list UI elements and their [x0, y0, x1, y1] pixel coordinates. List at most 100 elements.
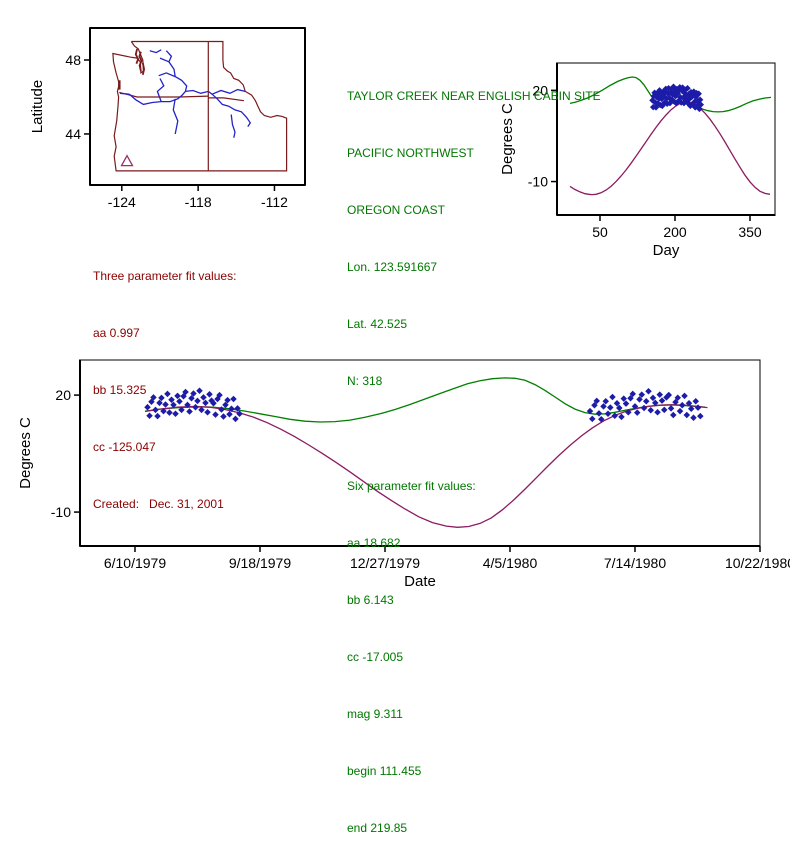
six-param-mag: mag 9.311 — [347, 707, 403, 721]
observations-1979-point — [184, 401, 191, 409]
x-tick-label: 4/5/1980 — [483, 555, 538, 571]
observations-1980-point — [697, 412, 704, 420]
observations-1979-point — [152, 406, 159, 414]
observations-1980-point — [633, 409, 641, 416]
y-tick-label: 48 — [65, 52, 81, 68]
observations-1980-point — [611, 412, 619, 419]
site-region: PACIFIC NORTHWEST — [347, 146, 474, 160]
observations-1980-point — [656, 391, 664, 398]
observations-1980-point — [690, 414, 697, 421]
skagit-river — [149, 49, 162, 54]
observations-1980-point — [609, 393, 616, 401]
site-latitude: Lat. 42.525 — [347, 317, 408, 331]
divide-border-stub — [208, 97, 244, 102]
observations-1979-point — [212, 411, 219, 418]
observations-1980-point — [681, 392, 688, 400]
yakima-river — [156, 78, 165, 102]
three-param-aa: aa 0.997 — [93, 326, 140, 340]
observations-1980-point — [674, 394, 682, 402]
six-parameter-fit — [144, 377, 706, 423]
observations-1980-point — [647, 407, 655, 414]
wenatchee-branch — [158, 72, 176, 78]
y-tick-label: 20 — [55, 387, 71, 403]
location-map-figure: -124 -118 -112 48 44 Latitude — [29, 27, 306, 210]
puget-sound-1 — [138, 51, 143, 72]
y-tick-label: -10 — [528, 174, 548, 190]
observations-1979-point — [168, 396, 175, 404]
columbia-lower — [119, 90, 186, 106]
observations-1979-point — [236, 410, 243, 418]
observations-1979-point — [150, 394, 157, 401]
x-tick-label: 9/18/1979 — [229, 555, 291, 571]
site-n-count: N: 318 — [347, 374, 383, 388]
six-param-end: end 219.85 — [347, 821, 408, 835]
x-tick-label: -124 — [108, 194, 136, 210]
observations-1979-point — [198, 406, 205, 414]
observations-1980-point — [607, 404, 614, 411]
y-axis-label: Degrees C — [17, 417, 34, 489]
observations-1980-point — [640, 404, 648, 412]
site-info-block: TAYLOR CREEK NEAR ENGLISH CABIN SITE PAC… — [347, 49, 601, 857]
y-tick-label: -10 — [51, 504, 71, 520]
observations-1979-point — [162, 401, 169, 408]
observations-1980-point — [692, 398, 699, 405]
site-area: OREGON COAST — [347, 203, 446, 217]
created-date: Created: Dec. 31, 2001 — [93, 497, 224, 511]
three-param-block: Three parameter fit values: aa 0.997 bb … — [93, 229, 236, 533]
x-axis-label: Day — [653, 242, 680, 259]
observations-1979-point — [210, 400, 217, 407]
observations-1980-point — [618, 413, 625, 421]
observations-1980-point — [642, 398, 650, 405]
three-parameter-fit — [144, 404, 708, 528]
x-tick-label: 200 — [663, 224, 687, 240]
observations-1979-point — [204, 409, 211, 416]
observations-1980-point — [604, 410, 612, 418]
six-param-bb: bb 6.143 — [347, 593, 394, 607]
observations-1980-point — [670, 411, 677, 419]
y-axis-label: Latitude — [29, 80, 46, 133]
x-tick-label: -118 — [185, 194, 212, 210]
observations-1979-point — [218, 406, 225, 413]
splus-plot-page: { "site_info": { "title": "TAYLOR CREEK … — [17, 27, 790, 835]
observations-1980-point — [654, 409, 661, 416]
state-outline — [112, 40, 288, 172]
x-tick-label: 50 — [592, 224, 608, 240]
observations-1980-point — [661, 406, 668, 414]
x-tick-label: -112 — [261, 194, 288, 210]
puget-sound-3 — [141, 62, 146, 76]
spacer — [347, 429, 601, 439]
puget-sound-2 — [134, 48, 140, 65]
observations-1979-point — [178, 406, 185, 414]
six-param-begin: begin 111.455 — [347, 764, 422, 778]
observations-1980-point — [645, 387, 652, 395]
observations-1980-point — [625, 408, 632, 416]
observations-1980-point — [678, 401, 686, 409]
observations-1979-point — [170, 401, 177, 409]
six-param-aa: aa 18.682 — [347, 536, 401, 550]
snake-west — [185, 89, 213, 95]
x-axis-label: Date — [404, 573, 436, 590]
six-param-header: Six parameter fit values: — [347, 479, 476, 493]
observations-1979-point — [160, 407, 167, 415]
salmon-south-branch — [230, 114, 236, 138]
y-tick-label: 20 — [532, 82, 548, 98]
x-tick-label: 12/27/1979 — [350, 555, 420, 571]
observations-1980-point — [683, 411, 691, 419]
three-param-bb: bb 15.325 — [93, 383, 147, 397]
columbia-upper — [165, 50, 188, 92]
observations-1979-point — [222, 401, 229, 409]
three-param-header: Three parameter fit values: — [93, 269, 237, 283]
observations-1980-point — [694, 404, 702, 411]
site-title: TAYLOR CREEK NEAR ENGLISH CABIN SITE — [347, 89, 601, 103]
x-tick-label: 350 — [738, 224, 762, 240]
station-location — [120, 154, 134, 167]
observations-1979-point — [228, 405, 235, 412]
y-tick-label: 44 — [65, 126, 81, 142]
x-tick-label: 6/10/1979 — [104, 555, 166, 571]
three-parameter-fit — [569, 100, 771, 196]
six-param-cc: cc -17.005 — [347, 650, 404, 664]
site-longitude: Lon. 123.591667 — [347, 260, 438, 274]
observations-1979-point — [154, 412, 161, 420]
snake-idaho — [211, 93, 252, 127]
observations-1979-point — [146, 412, 153, 420]
